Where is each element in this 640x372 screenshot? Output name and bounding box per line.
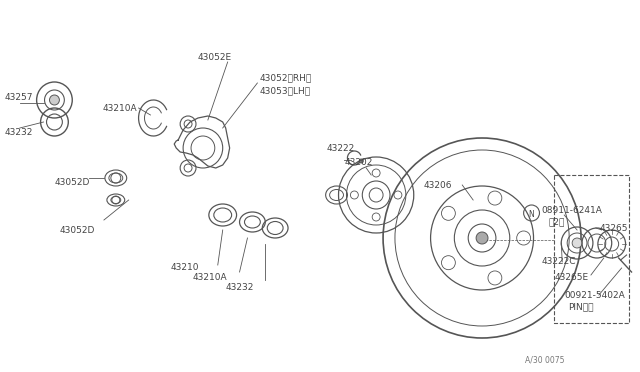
- Text: 43052D: 43052D: [54, 177, 90, 186]
- Text: 43052E: 43052E: [198, 52, 232, 61]
- Text: 43053〈LH〉: 43053〈LH〉: [259, 87, 310, 96]
- Text: PINピン: PINピン: [568, 302, 594, 311]
- Text: 43232: 43232: [5, 128, 33, 137]
- Text: 43206: 43206: [424, 180, 452, 189]
- Text: 43210A: 43210A: [103, 103, 138, 112]
- Circle shape: [476, 232, 488, 244]
- Text: 43202: 43202: [344, 157, 373, 167]
- Text: 43265: 43265: [600, 224, 628, 232]
- Text: 00921-5402A: 00921-5402A: [564, 291, 625, 299]
- Text: 43232: 43232: [226, 283, 254, 292]
- Text: 43265E: 43265E: [554, 273, 588, 282]
- Text: 08911-6241A: 08911-6241A: [541, 205, 602, 215]
- Bar: [554, 175, 628, 323]
- Text: 43222: 43222: [326, 144, 355, 153]
- Text: 43257: 43257: [5, 93, 33, 102]
- Circle shape: [49, 95, 60, 105]
- Text: A/30 0075: A/30 0075: [525, 356, 564, 365]
- Text: （2）: （2）: [548, 218, 564, 227]
- Text: 43210: 43210: [170, 263, 199, 273]
- Circle shape: [359, 159, 364, 163]
- Text: 43052〈RH〉: 43052〈RH〉: [259, 74, 312, 83]
- Text: N: N: [529, 209, 534, 218]
- Text: 43210A: 43210A: [193, 273, 228, 282]
- Circle shape: [572, 238, 582, 248]
- Text: 43052D: 43052D: [60, 225, 95, 234]
- Text: 43222C: 43222C: [541, 257, 576, 266]
